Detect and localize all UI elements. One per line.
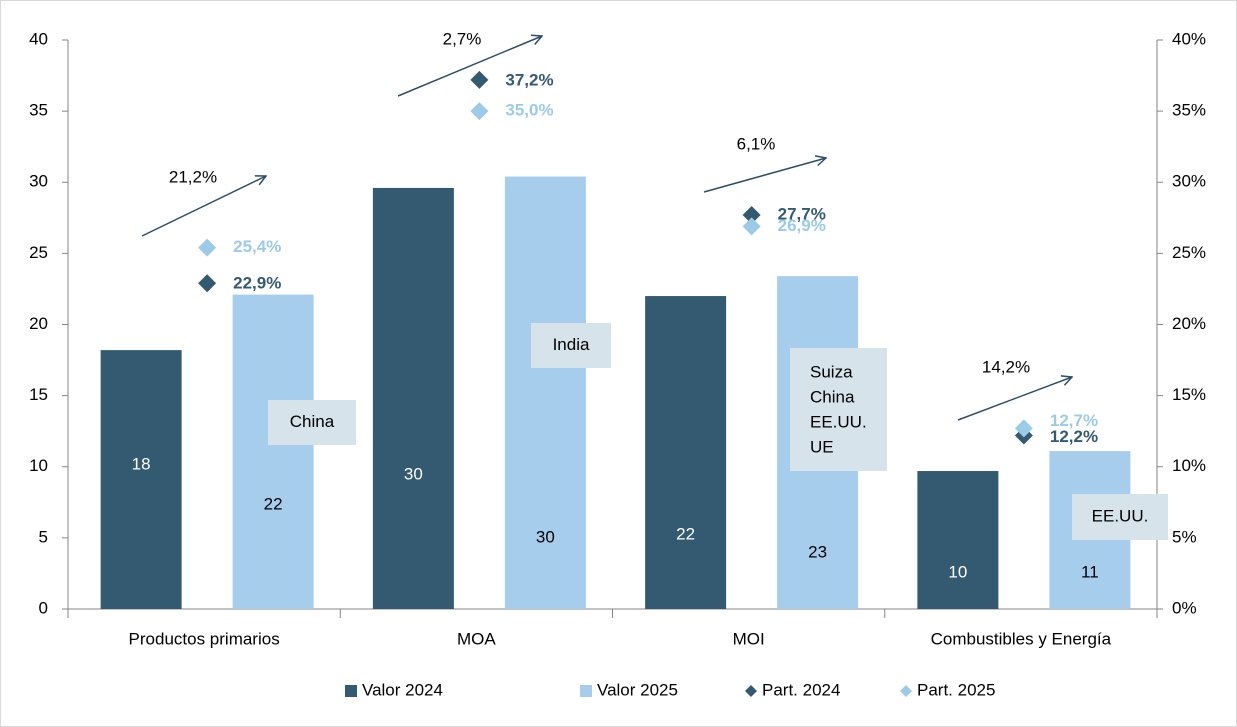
- y-tick-label: 35: [29, 101, 48, 120]
- y-tick-label: 25: [29, 243, 48, 262]
- y2-tick-label: 5%: [1172, 527, 1197, 546]
- y2-tick-label: 15%: [1172, 385, 1206, 404]
- bar: [372, 187, 454, 609]
- y-tick-label: 20: [29, 314, 48, 333]
- diamond-marker: [198, 274, 217, 293]
- diamond-marker: [470, 102, 489, 121]
- bar: [504, 176, 586, 609]
- legend-swatch: [345, 685, 357, 697]
- growth-arrow: [141, 176, 266, 237]
- bar: [645, 296, 727, 609]
- bar: [232, 294, 314, 609]
- data-label: 11: [1081, 562, 1099, 581]
- data-label: 23: [808, 542, 827, 561]
- legend-label: Part. 2025: [917, 680, 995, 699]
- text-box: [531, 323, 611, 368]
- x-tick-label: MOA: [457, 629, 496, 648]
- annotation: 14,2%: [982, 357, 1030, 376]
- data-label: 30: [404, 464, 423, 483]
- diamond-marker: [742, 217, 761, 236]
- data-label: 18: [132, 454, 151, 473]
- legend-swatch: [580, 685, 592, 697]
- y-tick-label: 10: [29, 456, 48, 475]
- x-tick-label: Combustibles y Energía: [931, 629, 1112, 648]
- annotation: 2,7%: [443, 29, 482, 48]
- y2-tick-label: 10%: [1172, 456, 1206, 475]
- legend-label: Valor 2025: [597, 680, 678, 699]
- data-label: 10: [948, 562, 967, 581]
- data-label: 22: [264, 494, 283, 513]
- growth-arrow: [957, 377, 1072, 421]
- growth-arrow: [397, 36, 542, 97]
- y-tick-label: 0: [39, 598, 48, 617]
- data-label: 22: [676, 524, 695, 543]
- data-label: 12,7%: [1050, 411, 1098, 430]
- box-label: India: [553, 335, 590, 354]
- box-label: UE: [810, 437, 834, 456]
- text-box: [268, 400, 356, 445]
- data-label: 12,2%: [1050, 427, 1098, 446]
- data-label: 30: [536, 527, 555, 546]
- diamond-marker: [1014, 419, 1033, 438]
- box-label: China: [810, 387, 855, 406]
- data-label: 22,9%: [233, 274, 281, 293]
- bar: [100, 350, 182, 609]
- y-tick-label: 30: [29, 172, 48, 191]
- legend-swatch: [745, 685, 757, 697]
- diamond-marker: [470, 70, 489, 89]
- legend-label: Valor 2024: [362, 680, 443, 699]
- y2-tick-label: 40%: [1172, 29, 1206, 48]
- y2-tick-label: 0%: [1172, 598, 1197, 617]
- y2-tick-label: 30%: [1172, 172, 1206, 191]
- y-tick-label: 40: [29, 29, 48, 48]
- box-label: Suiza: [810, 362, 853, 381]
- y-tick-label: 15: [29, 385, 48, 404]
- bar: [917, 471, 999, 609]
- y-tick-label: 5: [39, 527, 48, 546]
- text-box: [1072, 494, 1168, 540]
- annotation: 6,1%: [737, 134, 776, 153]
- box-label: EE.UU.: [1092, 506, 1149, 525]
- box-label: EE.UU.: [810, 412, 867, 431]
- x-tick-label: MOI: [733, 629, 765, 648]
- data-label: 26,9%: [778, 216, 826, 235]
- diamond-marker: [742, 205, 761, 224]
- data-label: 27,7%: [778, 204, 826, 223]
- y2-tick-label: 35%: [1172, 101, 1206, 120]
- y2-tick-label: 20%: [1172, 314, 1206, 333]
- annotation: 21,2%: [169, 167, 217, 186]
- growth-arrow: [703, 158, 826, 193]
- legend-label: Part. 2024: [762, 680, 840, 699]
- x-tick-label: Productos primarios: [129, 629, 280, 648]
- box-label: China: [290, 412, 335, 431]
- y2-tick-label: 25%: [1172, 243, 1206, 262]
- text-box: [790, 348, 887, 471]
- data-label: 25,4%: [233, 237, 281, 256]
- legend-swatch: [900, 685, 912, 697]
- diamond-marker: [198, 238, 217, 257]
- data-label: 37,2%: [505, 70, 553, 89]
- data-label: 35,0%: [505, 101, 553, 120]
